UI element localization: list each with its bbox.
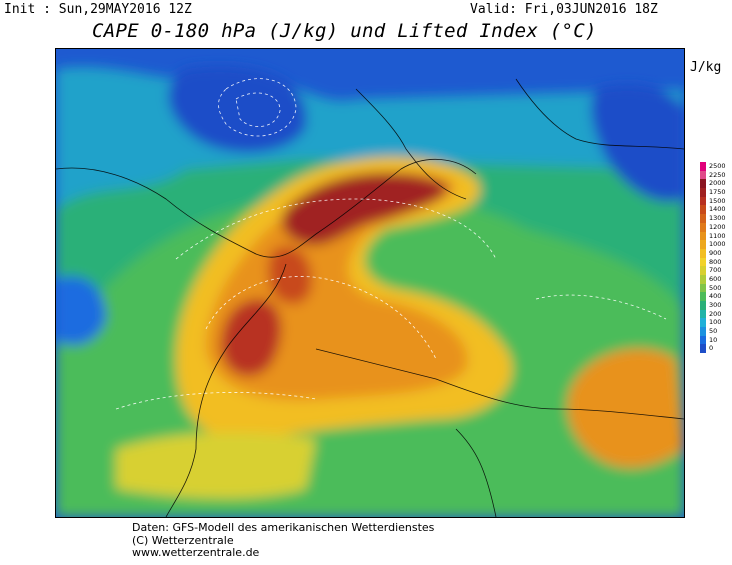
legend-label: 1500 — [709, 196, 726, 205]
legend-swatch — [700, 309, 706, 319]
legend-swatch — [700, 335, 706, 345]
legend-swatch — [700, 283, 706, 293]
legend-swatch — [700, 301, 706, 310]
legend-label: 0 — [709, 344, 714, 353]
cape-field — [56, 49, 684, 517]
legend-swatch — [700, 196, 706, 206]
legend-label: 900 — [709, 248, 722, 257]
legend-swatch — [700, 240, 706, 249]
legend-label: 1750 — [709, 188, 726, 197]
legend-swatch — [700, 327, 706, 336]
legend-swatch — [700, 205, 706, 215]
legend-unit: J/kg — [690, 60, 722, 75]
footer-credits: Daten: GFS-Modell des amerikanischen Wet… — [132, 521, 435, 560]
legend-label: 400 — [709, 292, 722, 301]
legend-swatch — [700, 318, 706, 328]
legend-swatch — [700, 170, 706, 180]
legend-swatch — [700, 214, 706, 223]
legend-swatch — [700, 179, 706, 189]
footer-data-source: Daten: GFS-Modell des amerikanischen Wet… — [132, 521, 435, 534]
valid-time: Valid: Fri,03JUN2016 18Z — [470, 2, 658, 17]
footer-website: www.wetterzentrale.de — [132, 546, 260, 559]
legend-label: 1200 — [709, 222, 726, 231]
legend-label: 300 — [709, 301, 722, 309]
legend-swatch — [700, 248, 706, 258]
legend-label: 200 — [709, 309, 722, 318]
legend-label: 1400 — [709, 205, 726, 214]
legend-label: 600 — [709, 274, 722, 283]
legend-swatch — [700, 266, 706, 275]
legend-label: 2000 — [709, 179, 726, 188]
legend-label: 2250 — [709, 170, 726, 179]
legend-swatch — [700, 222, 706, 232]
legend-label: 2500 — [709, 162, 726, 170]
chart-title: CAPE 0-180 hPa (J/kg) und Lifted Index (… — [92, 20, 597, 42]
legend-label: 800 — [709, 257, 722, 266]
legend-label: 1100 — [709, 231, 726, 240]
weather-map — [55, 48, 685, 518]
legend-swatch — [700, 344, 706, 354]
footer-copyright: (C) Wetterzentrale — [132, 533, 234, 547]
legend-label: 100 — [709, 318, 722, 327]
legend-label: 10 — [709, 335, 718, 344]
legend-label: 50 — [709, 327, 718, 336]
legend-swatch — [700, 274, 706, 284]
legend-label: 700 — [709, 266, 722, 275]
legend-swatch — [700, 292, 706, 301]
legend-swatch — [700, 231, 706, 241]
legend-label: 1300 — [709, 214, 726, 223]
legend-swatch — [700, 188, 706, 197]
legend-label: 500 — [709, 283, 722, 292]
legend-swatch — [700, 162, 706, 171]
legend-swatch — [700, 257, 706, 267]
legend-label: 1000 — [709, 240, 726, 249]
init-time: Init : Sun,29MAY2016 12Z — [4, 2, 192, 17]
